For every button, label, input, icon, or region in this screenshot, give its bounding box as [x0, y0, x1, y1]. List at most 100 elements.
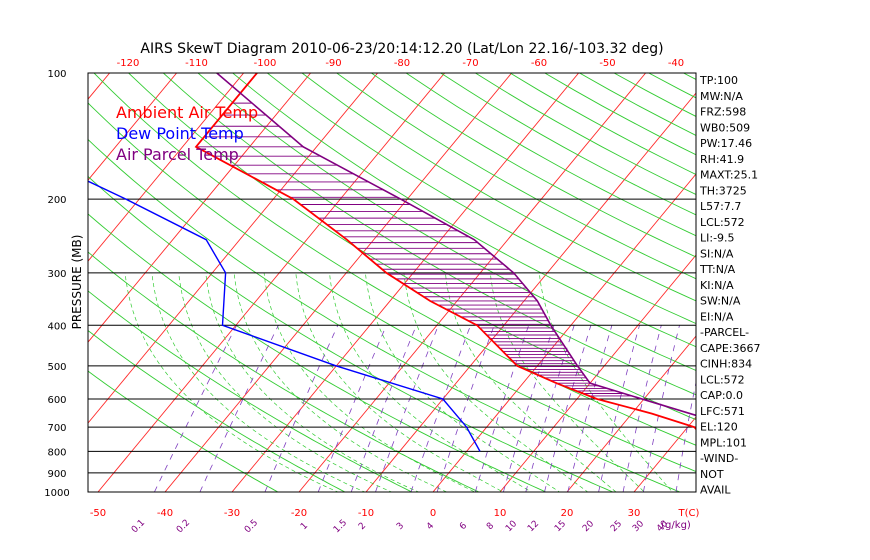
top-temp-tick-label: -50	[599, 58, 615, 69]
dry-adiabat-line	[162, 73, 696, 396]
mixing-ratio-tick-label: 20	[581, 519, 596, 534]
top-temp-tick-label: -90	[325, 58, 341, 69]
dry-adiabat-line	[440, 73, 696, 216]
temp-axis-label: T(C)	[678, 508, 700, 519]
dry-adiabat-line	[88, 102, 696, 473]
mixing-ratio-tick-label: 0.2	[175, 518, 192, 535]
plot-frame	[87, 72, 697, 493]
pressure-tick-label: 300	[47, 269, 66, 280]
bottom-temp-tick-label: -10	[358, 508, 374, 519]
top-temp-tick-label: -120	[117, 58, 140, 69]
parcel-temp-line	[216, 73, 696, 417]
dry-adiabat-line	[753, 73, 870, 501]
isotherm-line	[88, 73, 245, 262]
dry-adiabat-line	[88, 213, 547, 492]
mixing-ratio-line	[350, 325, 417, 492]
mixing-ratio-tick-label: 3	[395, 521, 406, 532]
isotherm-line	[499, 254, 696, 492]
mixing-ratio-tick-label: 8	[485, 521, 496, 532]
index-label: AVAIL	[700, 484, 731, 497]
mixing-ratio-axis-label: (g/kg)	[661, 520, 691, 531]
dry-adiabat-line	[88, 175, 615, 492]
index-label: EI:N/A	[700, 310, 734, 323]
isotherm-line	[164, 73, 513, 492]
pressure-tick-label: 200	[47, 195, 66, 206]
bottom-temp-tick-label: -30	[224, 508, 240, 519]
mixing-ratio-tick-label: 12	[526, 519, 541, 534]
index-label: RH:41.9	[700, 153, 744, 166]
isotherm-line	[828, 64, 870, 501]
dewpoint-line	[88, 180, 481, 452]
isotherm-line	[365, 92, 696, 492]
index-label: PW:17.46	[700, 137, 752, 150]
isotherm-line	[88, 73, 379, 424]
index-label: NOT	[700, 468, 724, 481]
bottom-temp-tick-label: 10	[494, 508, 507, 519]
dry-adiabat-line	[405, 73, 696, 237]
pressure-tick-label: 700	[47, 423, 66, 434]
moist-adiabat-line	[205, 272, 420, 492]
dry-adiabat-line	[93, 73, 696, 446]
index-label: -PARCEL-	[700, 326, 749, 339]
moist-adiabat-line	[233, 272, 448, 492]
y-axis-label: PRESSURE (MB)	[70, 235, 84, 330]
index-label: TP:100	[699, 74, 738, 87]
index-label: -WIND-	[700, 452, 738, 465]
dry-adiabat-line	[371, 73, 696, 258]
dry-adiabat-line	[788, 73, 870, 501]
mixing-ratio-line	[503, 325, 555, 492]
dry-adiabat-line	[197, 73, 696, 371]
legend-ambient-air-temp: Ambient Air Temp	[116, 103, 258, 122]
dry-adiabat-line	[88, 251, 480, 492]
top-temp-tick-label: -80	[394, 58, 410, 69]
index-label: SW:N/A	[700, 295, 741, 308]
mixing-ratio-tick-label: 30	[631, 519, 646, 534]
moist-adiabat-line	[403, 272, 589, 492]
bottom-temp-tick-label: -40	[157, 508, 173, 519]
top-temp-tick-label: -70	[462, 58, 478, 69]
mixing-ratio-tick-label: 1.5	[332, 518, 349, 535]
dry-adiabat-line	[88, 329, 346, 492]
pressure-tick-label: 800	[47, 447, 66, 458]
isotherm-line	[88, 73, 111, 100]
index-label: FRZ:598	[700, 106, 746, 119]
dry-adiabat-line	[88, 370, 279, 492]
top-temp-tick-label: -60	[531, 58, 547, 69]
bottom-temp-tick-label: 30	[628, 508, 641, 519]
mixing-ratio-tick-label: 0.5	[243, 518, 260, 535]
pressure-tick-label: 500	[47, 362, 66, 373]
ambient-temp-line	[194, 73, 696, 431]
index-label: LCL:572	[700, 216, 745, 229]
chart-title: AIRS SkewT Diagram 2010-06-23/20:14:12.2…	[140, 41, 663, 57]
dry-adiabat-line	[509, 73, 696, 175]
pressure-tick-label: 400	[47, 321, 66, 332]
index-label: LFC:571	[700, 405, 745, 418]
moist-adiabat-line	[365, 272, 561, 492]
index-label: CAP:0.0	[700, 389, 743, 402]
index-label: SI:N/A	[700, 247, 734, 260]
pressure-tick-label: 100	[47, 69, 66, 80]
dry-adiabat-line	[267, 73, 696, 325]
mixing-ratio-tick-label: 25	[609, 519, 624, 534]
index-label: LI:-9.5	[700, 232, 735, 245]
dry-adiabat-line	[88, 290, 413, 492]
isotherm-line	[566, 335, 696, 492]
bottom-temp-tick-label: 0	[430, 508, 436, 519]
index-label: WB0:509	[700, 121, 750, 134]
mixing-ratio-tick-label: 10	[504, 519, 519, 534]
dry-adiabat-line	[857, 73, 870, 501]
dry-adiabat-line	[301, 73, 696, 302]
top-temp-tick-label: -110	[185, 58, 208, 69]
moist-adiabat-line	[151, 272, 366, 492]
isotherm-line	[0, 64, 50, 501]
index-label: CINH:834	[700, 358, 752, 371]
index-label: TT:N/A	[699, 263, 736, 276]
moist-adiabat-line	[295, 272, 504, 492]
dry-adiabat-line	[475, 73, 696, 195]
dry-adiabat-line	[648, 73, 696, 99]
dry-adiabat-line	[822, 73, 870, 501]
legend-air-parcel-temp: Air Parcel Temp	[116, 145, 239, 164]
mixing-ratio-tick-label: 0.1	[130, 518, 147, 535]
bottom-temp-tick-label: -50	[90, 508, 106, 519]
